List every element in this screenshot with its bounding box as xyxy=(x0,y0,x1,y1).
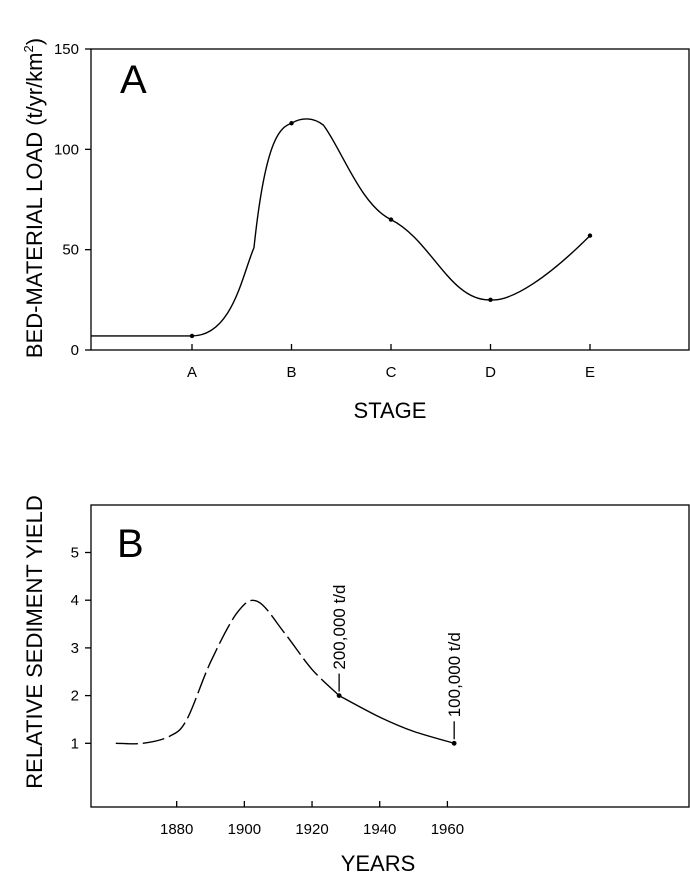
panel-a-y-axis-title-close: ) xyxy=(22,38,47,45)
panel-b-marker-point xyxy=(336,693,342,698)
panel-b-y-axis: 1 2 3 4 5 xyxy=(71,545,91,752)
panel-a-x-tick-label: D xyxy=(485,364,496,381)
panel-a-x-tick-label: B xyxy=(286,364,296,381)
panel-a-series-line xyxy=(91,118,591,337)
panel-b-x-tick-label: 1920 xyxy=(295,821,328,838)
panel-a-y-axis-title-superscript: 2 xyxy=(21,45,36,52)
panel-b-x-tick-label: 1960 xyxy=(431,821,464,838)
panel-b-y-tick-label: 5 xyxy=(71,545,79,562)
panel-a-y-tick-label: 0 xyxy=(71,342,79,359)
panel-a-y-axis-title: BED-MATERIAL LOAD (t/yr/km2) xyxy=(21,38,47,358)
panel-a-data-point xyxy=(289,121,294,126)
panel-a-data-point xyxy=(388,217,394,222)
panel-a-y-tick-label: 150 xyxy=(54,41,79,58)
panel-b-plot-frame xyxy=(90,504,690,808)
panel-b-y-tick-label: 4 xyxy=(71,592,79,609)
panel-b-series xyxy=(115,599,455,745)
panel-b-markers: 200,000 t/d 100,000 t/d xyxy=(330,585,464,746)
panel-b-dashed-series-line xyxy=(115,599,340,745)
panel-b-x-axis-title: YEARS xyxy=(341,851,416,876)
panel-a-x-tick-label: C xyxy=(386,364,397,381)
panel-b-x-tick-label: 1900 xyxy=(228,821,261,838)
panel-b-letter: B xyxy=(117,522,144,566)
panel-b-solid-series-line xyxy=(338,694,455,744)
panel-b-y-tick-label: 2 xyxy=(71,688,79,705)
panel-a-x-axis: A B C D E xyxy=(187,344,595,381)
panel-a-letter: A xyxy=(120,58,147,102)
panel-b-marker-label: 200,000 t/d xyxy=(330,585,349,670)
panel-a-plot-frame xyxy=(90,48,690,351)
panel-b-x-tick-label: 1940 xyxy=(363,821,396,838)
panel-a-x-axis-title: STAGE xyxy=(354,398,427,423)
panel-b-marker-point xyxy=(451,740,457,746)
panel-a-data-point xyxy=(587,233,593,238)
panel-a-data-point xyxy=(488,297,493,303)
panel-b-y-tick-label: 1 xyxy=(71,735,79,752)
panel-a-x-tick-label: A xyxy=(187,364,197,381)
panel-b-y-axis-title: RELATIVE SEDIMENT YIELD xyxy=(22,495,47,788)
panel-b-x-tick-label: 1880 xyxy=(160,821,193,838)
panel-b-chart: B 1 2 3 4 5 1880 1900 1920 1940 1960 200,000 t/d… xyxy=(22,495,690,876)
panel-a-chart: A 0 50 100 150 A B C D E STAGE BED-MATERIAL LOA… xyxy=(21,38,690,423)
panel-a-y-axis: 0 50 100 150 xyxy=(54,41,91,359)
panel-a-data-points xyxy=(189,121,593,339)
panel-b-x-axis: 1880 1900 1920 1940 1960 xyxy=(160,801,464,838)
panel-a-y-tick-label: 50 xyxy=(62,242,79,259)
panel-a-x-tick-label: E xyxy=(585,364,595,381)
panel-b-y-tick-label: 3 xyxy=(71,640,79,657)
panel-a-y-tick-label: 100 xyxy=(54,141,79,158)
panel-a-data-point xyxy=(189,333,195,339)
panel-b-marker-label: 100,000 t/d xyxy=(445,632,464,717)
panel-a-y-axis-title-main: BED-MATERIAL LOAD (t/yr/km xyxy=(22,52,47,358)
